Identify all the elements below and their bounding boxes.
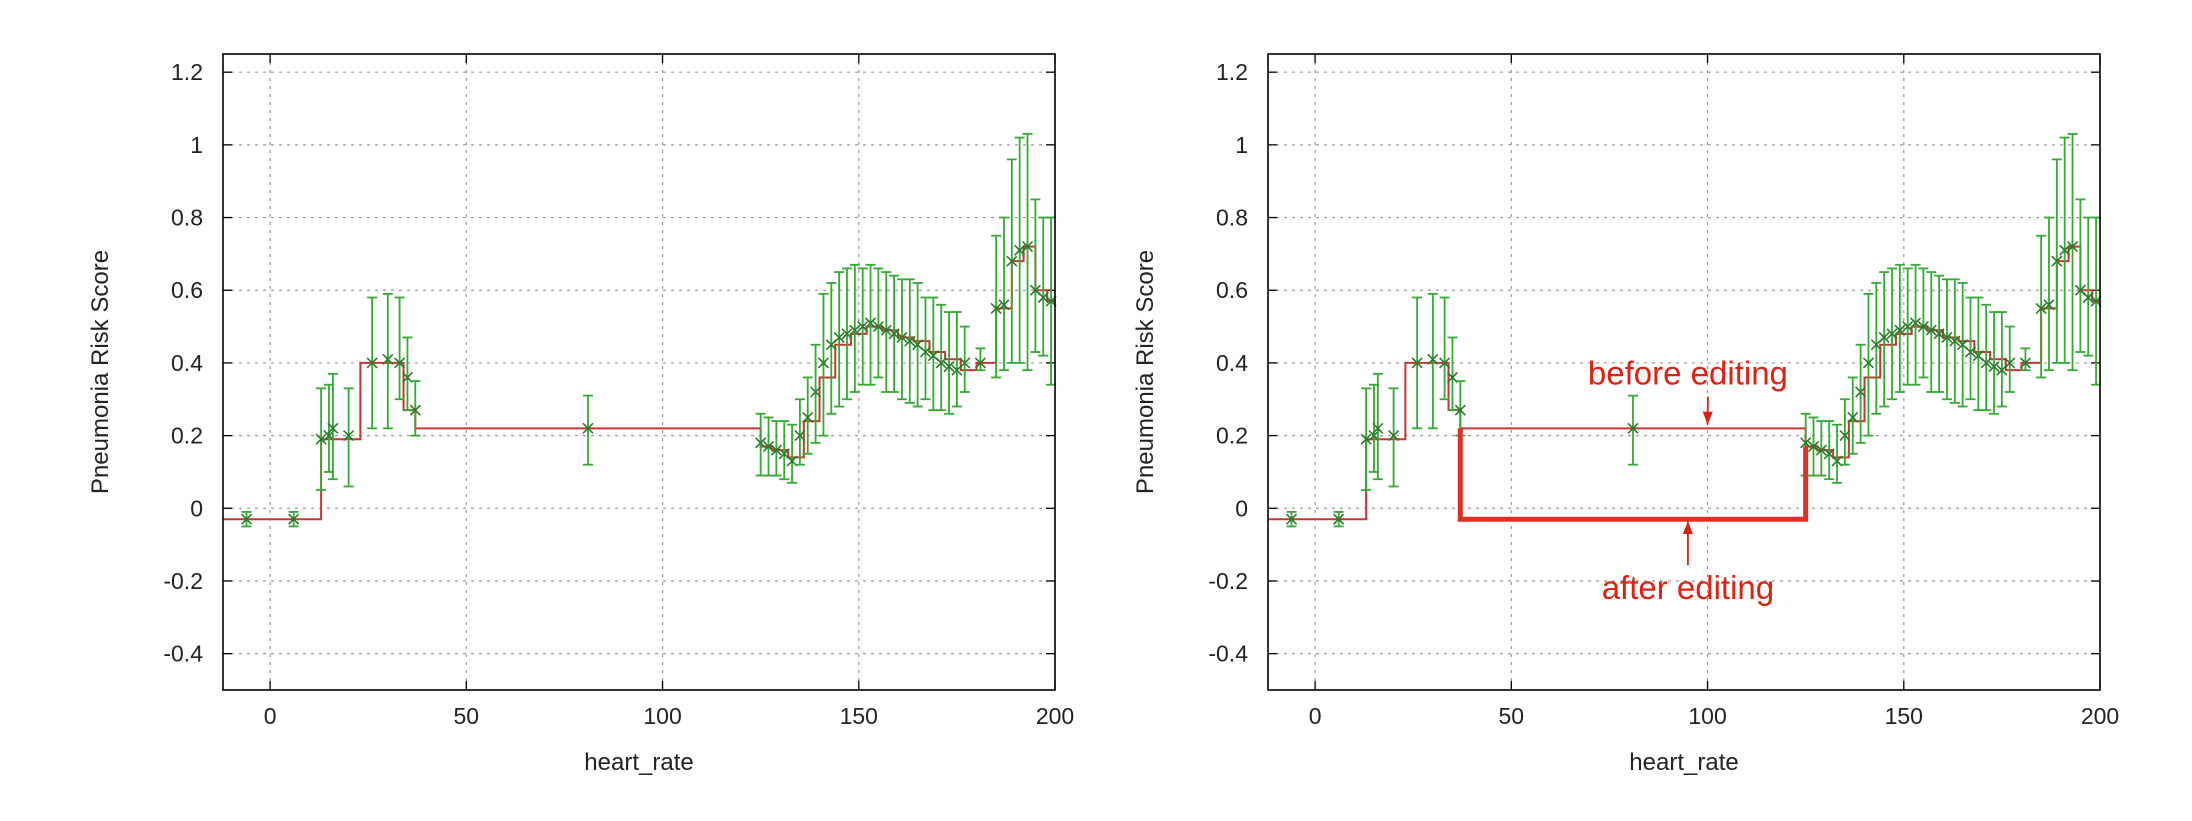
x-tick-label: 200 xyxy=(2081,703,2119,729)
y-tick-label: 0.2 xyxy=(171,423,203,449)
chart-panel-1: 0 50 100 150 200 1.2 1 0.8 0.6 0.4 0.2 0 -0.2 -0.4 hea… xyxy=(87,54,1074,776)
error-bar xyxy=(1973,297,1983,410)
error-bar xyxy=(975,348,985,370)
y-tick-label: 1.2 xyxy=(171,59,203,85)
y-tick-label: -0.2 xyxy=(1208,568,1248,594)
x-tick-label: 150 xyxy=(840,703,878,729)
annotation-label: after editing xyxy=(1602,569,1774,606)
error-bar xyxy=(866,265,876,385)
x-tick-label: 100 xyxy=(1688,703,1726,729)
error-bar xyxy=(826,283,836,414)
x-tick-label: 50 xyxy=(1499,703,1525,729)
chart-panel-2: 0 50 100 150 200 1.2 1 0.8 0.6 0.4 0.2 0 -0.2 -0.4 hea… xyxy=(1132,54,2119,776)
y-tick-label: 1.2 xyxy=(1216,59,1248,85)
y-tick-label: -0.2 xyxy=(163,568,203,594)
y-tick-label: 1 xyxy=(1235,132,1248,158)
y-tick-label: 0 xyxy=(1235,495,1248,521)
error-bar xyxy=(383,294,393,428)
error-bar xyxy=(756,414,766,476)
error-bar xyxy=(960,327,970,392)
error-bar xyxy=(2044,218,2054,371)
y-tick-label: 0.8 xyxy=(171,205,203,231)
error-bar xyxy=(344,388,354,486)
error-bar xyxy=(920,297,930,399)
x-tick-label: 150 xyxy=(1885,703,1923,729)
x-axis-title: heart_rate xyxy=(584,749,693,776)
error-bar xyxy=(1965,297,1975,399)
error-bar xyxy=(1911,265,1921,385)
y-axis-title: Pneumonia Risk Score xyxy=(1132,250,1159,494)
x-tick-label: 50 xyxy=(454,703,480,729)
error-bar xyxy=(1628,396,1638,465)
annotation-arrow-head xyxy=(1683,521,1693,534)
plot-frame xyxy=(223,54,1055,690)
annotation-arrow-head xyxy=(1703,412,1713,425)
error-bar xyxy=(944,312,954,414)
error-bar xyxy=(1871,283,1881,414)
y-tick-label: 0.6 xyxy=(1216,277,1248,303)
error-bar xyxy=(991,236,1001,378)
annotation: after editing xyxy=(1602,521,1774,606)
annotation-label: before editing xyxy=(1588,355,1788,392)
error-bar xyxy=(2036,236,2046,378)
x-axis-title: heart_rate xyxy=(1629,749,1738,776)
x-tick-label: 200 xyxy=(1036,703,1074,729)
error-bar xyxy=(2075,199,2085,352)
error-bar xyxy=(999,218,1009,371)
error-bar xyxy=(583,396,593,465)
error-bar xyxy=(2005,327,2015,392)
y-tick-label: 0.4 xyxy=(1216,350,1248,376)
error-bar xyxy=(2020,348,2030,370)
y-tick-label: 0.6 xyxy=(171,277,203,303)
y-axis-title: Pneumonia Risk Score xyxy=(87,250,114,494)
x-tick-label: 0 xyxy=(1309,703,1322,729)
y-tick-label: 0.8 xyxy=(1216,205,1248,231)
error-bar xyxy=(1389,388,1399,486)
error-bar xyxy=(873,268,883,377)
annotation: before editing xyxy=(1588,355,1788,425)
y-tick-label: 0.4 xyxy=(171,350,203,376)
y-tick-label: 0 xyxy=(190,495,203,521)
y-tick-label: 0.2 xyxy=(1216,423,1248,449)
error-bar xyxy=(1428,294,1438,428)
error-bar xyxy=(1030,199,1040,352)
error-bar xyxy=(1918,268,1928,377)
y-tick-label: -0.4 xyxy=(163,641,203,667)
error-bar xyxy=(1824,421,1834,479)
x-tick-label: 0 xyxy=(264,703,277,729)
x-tick-label: 100 xyxy=(643,703,681,729)
y-tick-label: -0.4 xyxy=(1208,641,1248,667)
error-bar xyxy=(1989,312,1999,414)
error-bar xyxy=(779,421,789,479)
error-bar xyxy=(928,297,938,410)
y-tick-label: 1 xyxy=(190,132,203,158)
